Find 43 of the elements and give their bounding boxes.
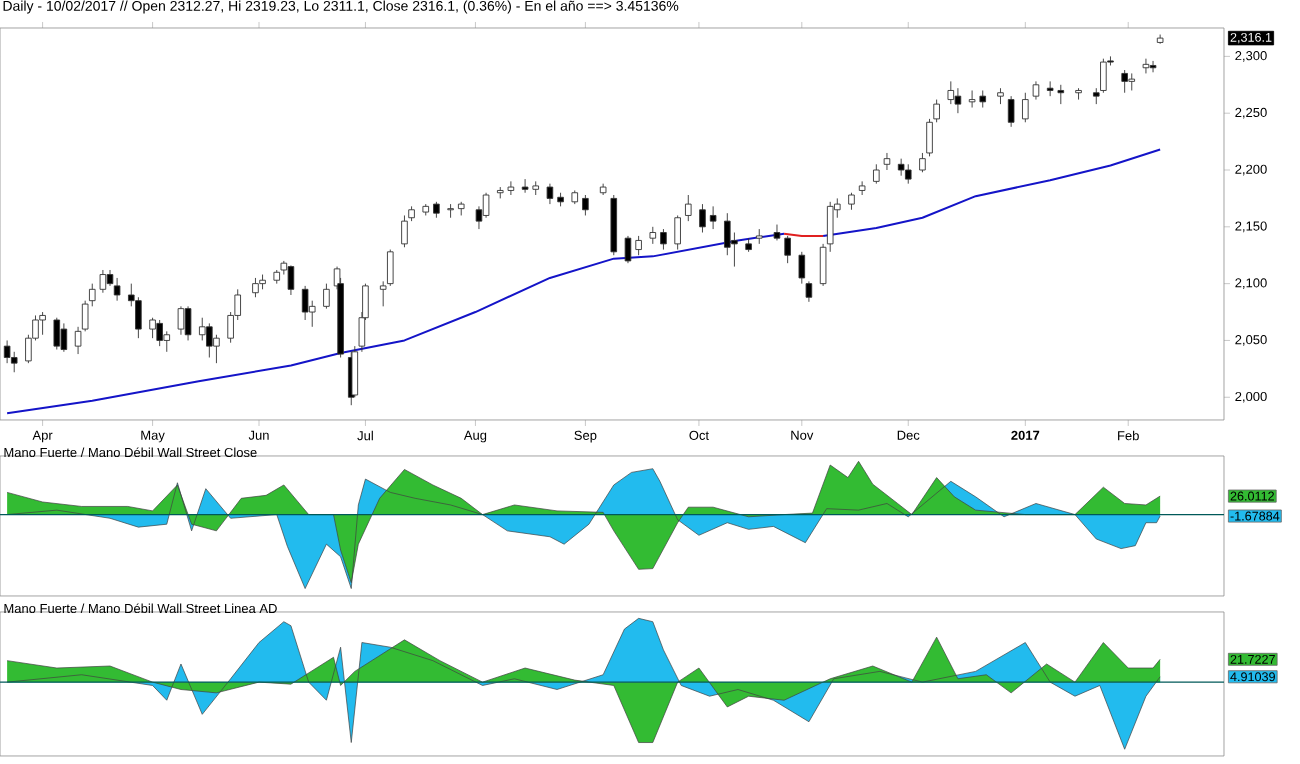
candlestick: [301, 285, 309, 321]
candlestick: [177, 305, 185, 336]
candlestick: [1032, 80, 1040, 101]
candlestick: [1007, 95, 1015, 128]
candlestick: [685, 194, 692, 222]
candlestick: [954, 87, 962, 114]
candlestick: [39, 311, 46, 336]
candlestick: [1149, 60, 1157, 73]
candlestick: [897, 158, 905, 177]
candlestick: [252, 277, 259, 298]
candlestick: [323, 283, 330, 310]
candlestick: [904, 163, 912, 185]
candlestick: [699, 203, 706, 233]
candlestick: [546, 183, 554, 205]
candlestick: [60, 322, 68, 353]
candlestick: [1142, 58, 1150, 74]
candlestick: [784, 235, 791, 264]
candlestick: [582, 194, 589, 216]
candlestick: [624, 235, 632, 264]
candlestick: [53, 317, 61, 350]
candlestick: [660, 228, 667, 250]
candlestick: [184, 305, 192, 341]
candlestick: [709, 205, 717, 230]
candlestick: [883, 152, 891, 171]
candlestick: [206, 322, 213, 358]
candlestick: [447, 203, 454, 219]
candlestick: [1022, 92, 1029, 123]
candlestick: [149, 317, 156, 339]
candlestick: [947, 80, 955, 105]
candlestick: [674, 215, 681, 250]
candlestick: [163, 330, 171, 353]
candlestick: [1075, 87, 1082, 101]
candlestick: [1121, 69, 1128, 94]
candlestick: [773, 224, 781, 241]
candlestick: [198, 317, 206, 341]
candlestick: [113, 277, 121, 302]
candlestick: [873, 163, 880, 185]
candlestick: [858, 180, 866, 196]
candlestick: [287, 265, 295, 296]
candlestick: [156, 319, 163, 347]
candlestick: [635, 235, 642, 256]
candlestick: [213, 334, 220, 364]
candlestick: [3, 339, 11, 364]
